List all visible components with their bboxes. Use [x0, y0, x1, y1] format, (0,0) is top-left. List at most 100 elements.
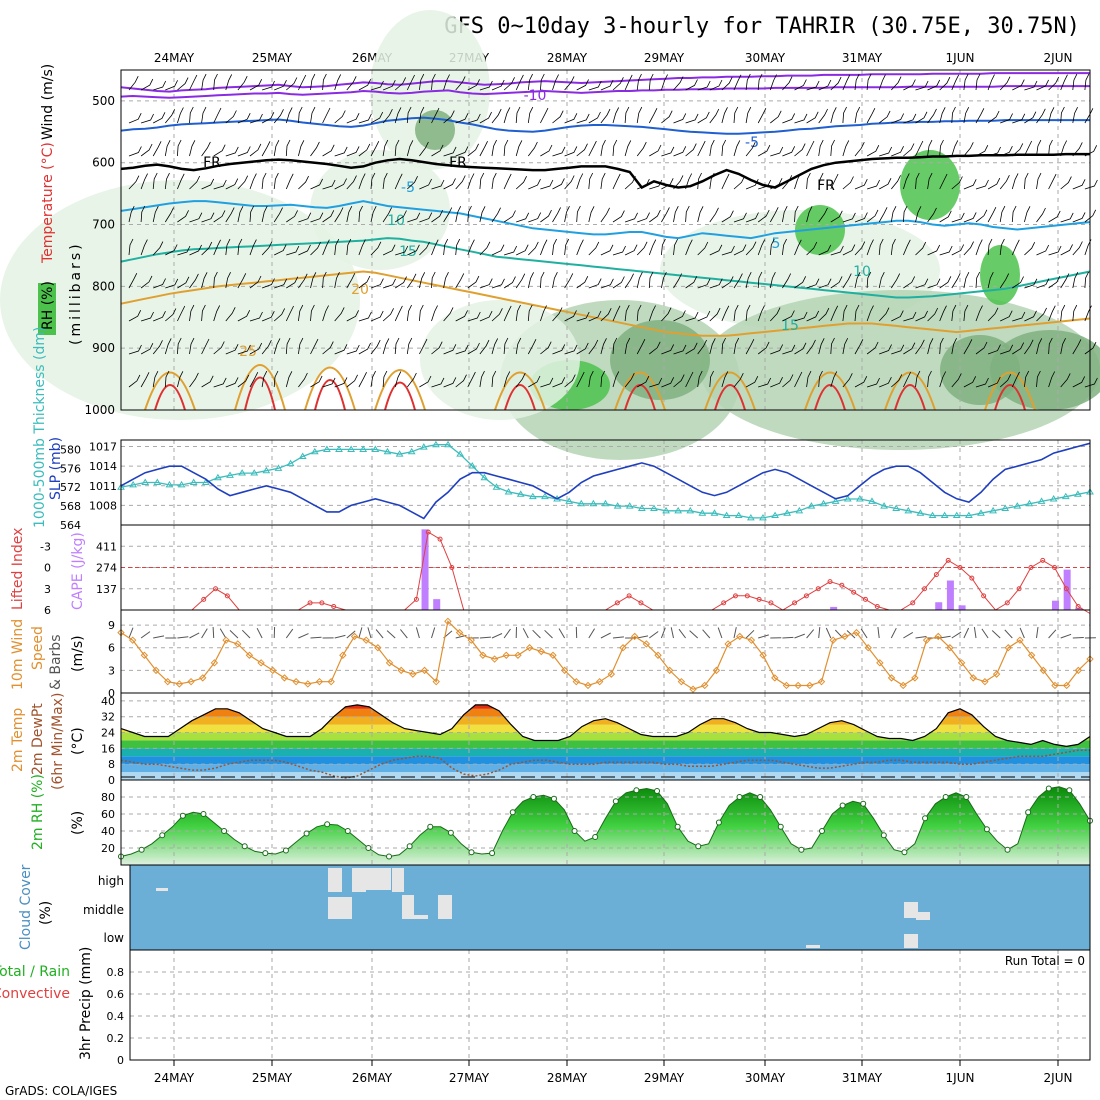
wind-barb — [963, 272, 970, 289]
cape-bar — [421, 529, 429, 610]
wind-speed-point — [234, 640, 242, 648]
wind-barb — [298, 106, 303, 124]
thickness-point — [1025, 499, 1034, 507]
wind-barb — [564, 206, 570, 223]
wind-barb — [649, 341, 661, 355]
cloud-block — [402, 895, 414, 919]
wind-barb — [927, 139, 933, 157]
wind-speed-point — [444, 617, 452, 626]
wind-speed-point — [152, 666, 160, 675]
contour-label: 15 — [399, 244, 417, 260]
wind-barb — [431, 305, 438, 322]
wind-barb — [322, 144, 335, 157]
wind-barb — [298, 140, 305, 157]
wind-barb — [806, 278, 820, 289]
wind-barb — [213, 107, 222, 124]
wind-barb — [455, 344, 469, 355]
wind-barb — [527, 73, 533, 91]
wind-barb — [709, 207, 719, 223]
wind-barb — [152, 206, 159, 223]
thickness-point — [335, 445, 343, 452]
wind-barb — [963, 376, 977, 388]
rh-point — [344, 828, 351, 834]
wind-barb — [527, 304, 533, 322]
wind-barb — [527, 141, 538, 157]
wind-barb — [661, 146, 675, 157]
wind-barb — [140, 113, 154, 124]
wind-barb — [1011, 205, 1017, 223]
wind-barb — [1084, 179, 1098, 190]
wind-barb — [854, 73, 860, 91]
cape-bar — [935, 602, 943, 610]
wind-barb — [128, 310, 142, 322]
cloud-block — [352, 868, 366, 892]
wind-speed-point — [1074, 666, 1083, 675]
wind-barb — [636, 241, 648, 256]
lifted-index-point — [1075, 603, 1081, 609]
wind-barb — [1048, 245, 1062, 256]
wind-barb — [612, 107, 620, 124]
wind-speed-point — [502, 651, 510, 659]
wind-barb — [225, 207, 235, 223]
wind-barb — [769, 207, 779, 223]
wind-barb — [794, 173, 801, 190]
wind-barb — [540, 271, 545, 289]
wind-barb — [878, 74, 886, 91]
lifted-index-point — [1052, 565, 1058, 570]
wind-speed-point — [771, 674, 779, 682]
wind-barb — [745, 241, 757, 256]
wind-barb — [697, 278, 711, 289]
rh-point — [922, 815, 929, 822]
contour-label: FR — [817, 178, 835, 194]
wind-barb — [419, 178, 432, 190]
wind-barb — [866, 377, 880, 388]
wind-barb — [987, 376, 1001, 388]
wind-barb — [443, 146, 457, 157]
wind-barb — [770, 344, 784, 355]
temperature-contour — [120, 270, 1091, 337]
wind-barb — [745, 304, 751, 322]
lifted-index-point — [224, 593, 230, 599]
cloud-level-label: middle — [83, 903, 124, 917]
wind-barb — [540, 209, 552, 223]
temp-tick-label: 32 — [101, 711, 115, 724]
wind-barb — [455, 206, 462, 223]
thickness-point — [650, 504, 658, 511]
wind-barb — [564, 310, 577, 322]
lifted-index-point — [792, 600, 798, 606]
wind-barb — [1060, 273, 1070, 289]
wind-barb — [1036, 139, 1042, 157]
surface-wind-barb — [241, 629, 251, 639]
rh2m-axis-label: 2m RH (%) — [30, 774, 46, 850]
wind-barb — [564, 76, 575, 91]
wind-barb — [854, 339, 864, 355]
wind-barb — [890, 238, 896, 256]
rh-point — [612, 798, 619, 805]
thickness-point — [419, 443, 428, 450]
wind-barb — [721, 245, 735, 256]
wind-barb — [770, 110, 782, 124]
wind-speed-point — [525, 644, 534, 652]
wind-speed-point — [269, 666, 277, 675]
surface-wind-barb — [128, 627, 134, 639]
wind-barb — [697, 111, 710, 124]
wind-barb — [878, 207, 888, 223]
lifted-index-point — [756, 596, 762, 602]
wind-barb — [685, 371, 694, 388]
wind-barb — [939, 305, 947, 322]
thickness-point — [492, 483, 501, 490]
wind-barb — [612, 276, 625, 289]
wind-barb — [733, 176, 745, 190]
lifted-index-point — [827, 579, 833, 585]
cloud-block — [904, 934, 918, 948]
wind-barb — [975, 179, 989, 190]
wind-barb — [963, 304, 969, 322]
wind-speed-point — [128, 636, 137, 644]
wind-barb — [249, 275, 262, 289]
wind-barb — [491, 79, 505, 91]
wind-barb — [685, 311, 699, 322]
surface-wind-barb — [963, 627, 970, 639]
wind-barb — [419, 73, 425, 91]
wind-barb — [491, 338, 499, 355]
wind-barb — [249, 205, 255, 223]
